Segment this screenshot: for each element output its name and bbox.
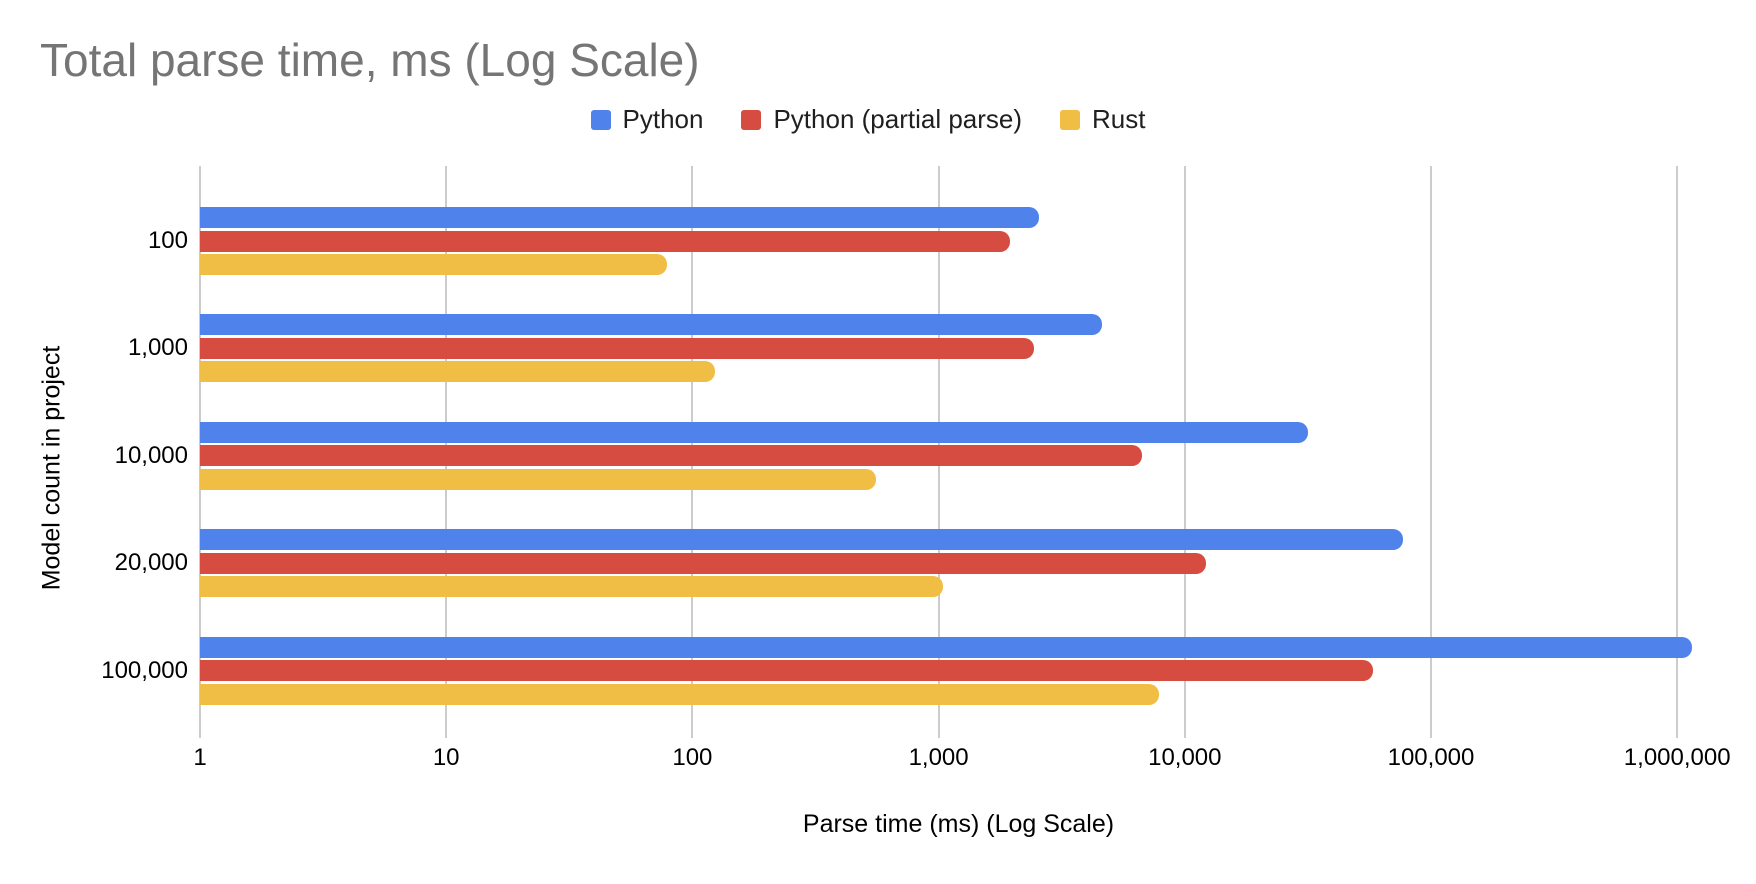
legend-label: Python (partial parse)	[773, 104, 1023, 134]
x-axis-tick	[937, 728, 940, 738]
x-axis-tick	[1430, 728, 1432, 738]
legend-swatch-rust	[1060, 109, 1081, 130]
y-category-label: 1,000	[127, 334, 188, 362]
plot-area	[199, 166, 1717, 728]
bar-python-20-000[interactable]	[200, 529, 1404, 551]
legend-label: Python	[622, 104, 704, 134]
gridline-100-000	[1430, 166, 1432, 728]
x-axis-tick	[445, 728, 448, 738]
legend-swatch-python-partial-parse	[741, 109, 762, 130]
x-tick-label: 10,000	[1148, 744, 1222, 771]
x-axis-tick	[1676, 728, 1679, 738]
x-tick-label: 1,000,000	[1623, 744, 1731, 771]
bar-python-1-000[interactable]	[200, 314, 1102, 336]
bar-rust-100-000[interactable]	[200, 683, 1159, 705]
bar-rust-100[interactable]	[200, 254, 668, 275]
chart-title: Total parse time, ms (Log Scale)	[40, 34, 700, 86]
y-category-label: 10,000	[114, 441, 188, 469]
x-axis-tick	[199, 728, 201, 738]
x-tick-label: 100	[672, 744, 713, 771]
gridline-1-000-000	[1676, 166, 1679, 728]
bar-python-100-000[interactable]	[200, 636, 1693, 658]
bar-python-partial-parse-100-000[interactable]	[200, 660, 1373, 682]
x-tick-label: 10	[432, 744, 460, 771]
legend-label: Rust	[1092, 104, 1146, 134]
legend-item-python[interactable]: Python	[590, 104, 704, 135]
bar-python-partial-parse-10-000[interactable]	[200, 445, 1142, 467]
y-category-label: 20,000	[114, 549, 188, 577]
x-tick-label: 1,000	[908, 744, 969, 771]
x-tick-label: 100,000	[1387, 744, 1475, 771]
gridline-10-000	[1183, 166, 1186, 728]
x-axis-tick	[691, 728, 694, 738]
bar-python-100[interactable]	[200, 207, 1039, 228]
x-axis-title: Parse time (ms) (Log Scale)	[802, 810, 1115, 838]
y-category-label: 100	[147, 227, 188, 254]
x-axis-tick	[1183, 728, 1186, 738]
bar-rust-20-000[interactable]	[200, 576, 943, 598]
legend-item-python-partial-parse[interactable]: Python (partial parse)	[741, 104, 1022, 135]
legend: Python Python (partial parse) Rust	[0, 104, 1736, 135]
bar-python-partial-parse-20-000[interactable]	[200, 552, 1207, 574]
x-tick-label: 1	[193, 744, 207, 771]
bar-python-10-000[interactable]	[200, 421, 1308, 443]
bar-python-partial-parse-100[interactable]	[200, 230, 1010, 252]
legend-swatch-python	[590, 109, 611, 130]
bar-rust-1-000[interactable]	[200, 361, 715, 383]
y-category-label: 100,000	[101, 656, 188, 684]
bar-rust-10-000[interactable]	[200, 468, 876, 490]
bar-python-partial-parse-1-000[interactable]	[200, 337, 1035, 359]
legend-item-rust[interactable]: Rust	[1060, 104, 1145, 135]
